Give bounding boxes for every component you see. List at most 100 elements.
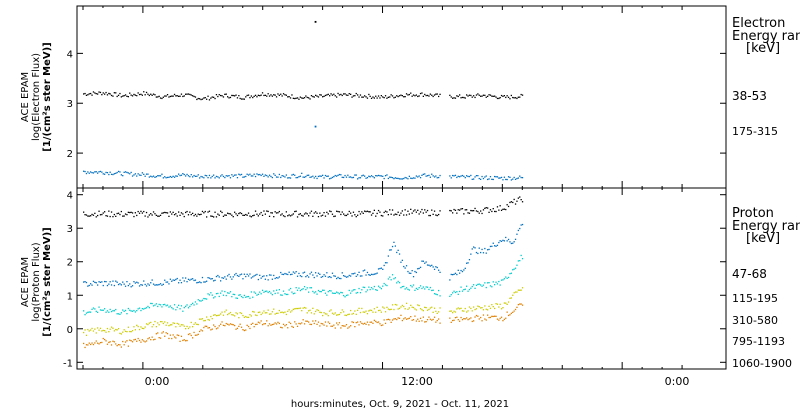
electron-point-175-315 <box>227 175 229 177</box>
proton-point-795-1193 <box>365 310 367 312</box>
proton-point-1060-1900 <box>438 318 440 320</box>
proton-point-310-580 <box>253 291 255 293</box>
electron-point-38-53 <box>438 95 440 98</box>
electron-point-38-53 <box>345 94 348 96</box>
electron-point-38-53 <box>411 95 413 97</box>
proton-point-1060-1900 <box>387 318 389 320</box>
proton-point-310-580 <box>236 297 239 299</box>
proton-point-47-68 <box>197 213 199 215</box>
electron-point-38-53 <box>310 95 313 97</box>
proton-point-310-580 <box>418 287 420 289</box>
proton-point-115-195 <box>151 279 153 281</box>
proton-point-795-1193 <box>222 314 225 316</box>
electron-point-175-315 <box>376 175 378 177</box>
proton-point-310-580 <box>379 286 381 289</box>
proton-point-47-68 <box>502 208 504 210</box>
proton-point-47-68 <box>417 209 419 211</box>
electron-point-175-315 <box>157 175 159 177</box>
proton-point-115-195 <box>362 270 364 272</box>
proton-point-310-580 <box>256 294 258 296</box>
proton-point-310-580 <box>101 309 103 311</box>
electron-point-175-315 <box>172 175 174 177</box>
electron-point-175-315 <box>137 173 139 175</box>
proton-point-1060-1900 <box>247 325 250 328</box>
electron-point-175-315 <box>213 174 215 176</box>
proton-point-47-68 <box>185 211 187 214</box>
proton-point-47-68 <box>344 214 346 217</box>
proton-point-47-68 <box>459 209 461 211</box>
proton-point-115-195 <box>252 276 254 278</box>
proton-point-1060-1900 <box>398 317 401 319</box>
proton-point-47-68 <box>288 214 290 216</box>
proton-point-47-68 <box>201 210 204 213</box>
proton-point-310-580 <box>361 289 363 291</box>
proton-point-795-1193 <box>246 316 248 318</box>
proton-point-1060-1900 <box>271 323 273 326</box>
electron-point-175-315 <box>477 175 479 177</box>
proton-point-310-580 <box>403 285 405 288</box>
electron-point-38-53 <box>417 95 419 98</box>
proton-point-310-580 <box>194 301 197 303</box>
electron-point-38-53 <box>369 95 371 97</box>
proton-point-795-1193 <box>471 310 473 312</box>
proton-point-1060-1900 <box>172 334 174 336</box>
proton-point-115-195 <box>312 274 314 276</box>
electron-point-175-315 <box>322 174 324 176</box>
proton-point-1060-1900 <box>115 343 117 345</box>
proton-point-47-68 <box>278 210 280 213</box>
proton-point-795-1193 <box>380 311 382 313</box>
electron-point-175-315 <box>102 173 104 175</box>
proton-point-310-580 <box>261 289 264 291</box>
proton-point-310-580 <box>178 304 180 306</box>
proton-point-115-195 <box>436 266 438 269</box>
proton-point-1060-1900 <box>275 323 278 325</box>
proton-point-795-1193 <box>172 322 174 324</box>
proton-point-115-195 <box>207 277 209 279</box>
proton-point-795-1193 <box>186 325 188 328</box>
proton-point-310-580 <box>351 290 353 292</box>
proton-point-115-195 <box>267 279 269 281</box>
electron-point-175-315 <box>417 176 419 178</box>
proton-point-795-1193 <box>324 313 327 315</box>
proton-point-1060-1900 <box>466 317 468 319</box>
proton-point-1060-1900 <box>141 339 143 341</box>
electron-point-38-53 <box>436 93 438 95</box>
proton-point-1060-1900 <box>308 321 310 323</box>
proton-point-115-195 <box>358 271 360 273</box>
proton-point-795-1193 <box>368 310 370 312</box>
proton-point-115-195 <box>220 280 222 282</box>
proton-point-1060-1900 <box>391 319 394 321</box>
electron-point-38-53 <box>143 91 145 93</box>
electron-point-175-315 <box>419 177 422 179</box>
proton-point-1060-1900 <box>519 303 521 305</box>
proton-point-795-1193 <box>390 308 392 310</box>
proton-point-1060-1900 <box>208 327 211 329</box>
proton-point-310-580 <box>144 307 146 309</box>
proton-point-115-195 <box>189 279 191 281</box>
proton-legend-310-580: 310-580 <box>732 314 778 327</box>
electron-point-175-315 <box>108 173 110 176</box>
proton-point-115-195 <box>227 275 229 277</box>
proton-point-1060-1900 <box>108 341 110 344</box>
proton-point-1060-1900 <box>417 318 419 320</box>
proton-point-47-68 <box>275 212 278 214</box>
proton-point-47-68 <box>506 204 508 206</box>
proton-point-310-580 <box>136 310 138 312</box>
proton-point-47-68 <box>517 197 519 199</box>
electron-point-38-53 <box>200 98 202 101</box>
proton-point-47-68 <box>127 211 129 213</box>
electron-point-175-315 <box>206 175 208 177</box>
proton-point-795-1193 <box>235 312 237 314</box>
proton-point-310-580 <box>322 289 324 291</box>
proton-point-1060-1900 <box>136 340 138 342</box>
electron-point-38-53 <box>299 96 301 98</box>
proton-point-115-195 <box>157 284 159 286</box>
proton-point-310-580 <box>391 274 394 276</box>
electron-point-38-53 <box>232 94 234 97</box>
electron-point-175-315 <box>466 175 468 177</box>
proton-point-795-1193 <box>287 310 289 312</box>
electron-point-175-315 <box>285 174 287 176</box>
proton-point-47-68 <box>387 214 389 216</box>
electron-point-175-315 <box>166 176 169 179</box>
proton-point-115-195 <box>152 283 155 285</box>
